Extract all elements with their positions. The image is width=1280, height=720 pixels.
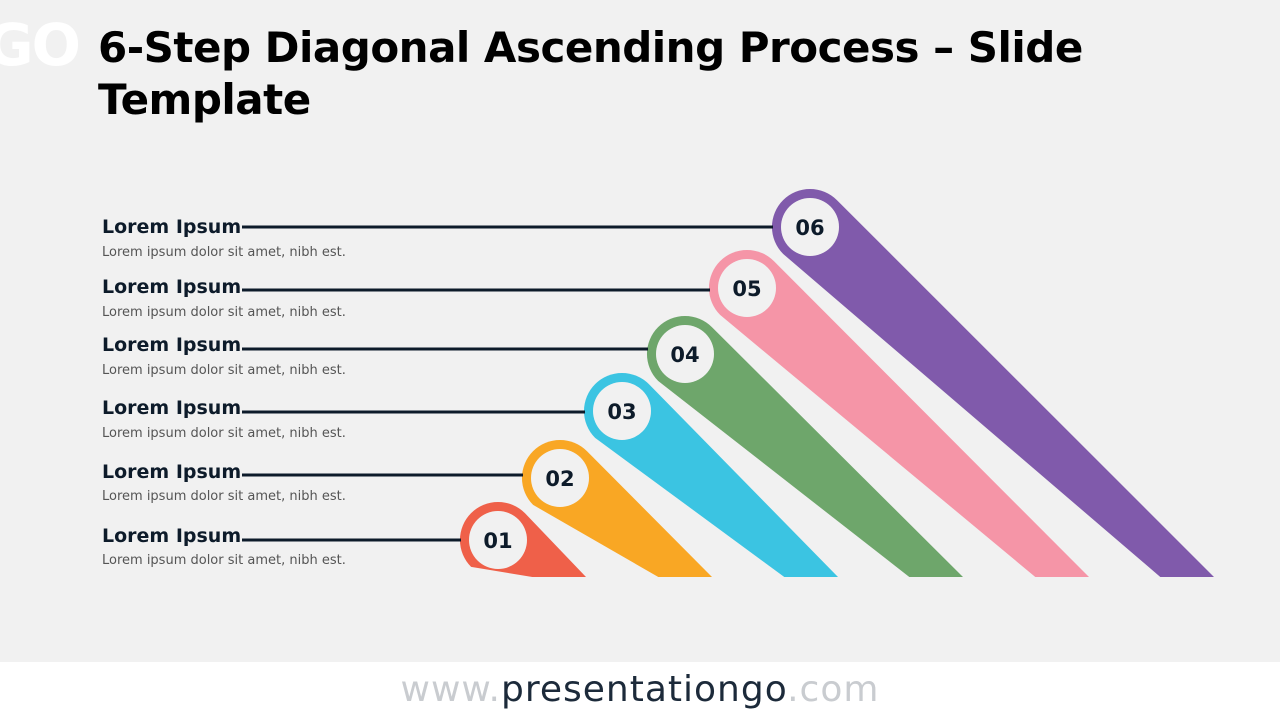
step-number: 01 [483,529,512,553]
step-description: Lorem ipsum dolor sit amet, nibh est. [102,553,346,568]
step-number-circle-06 [781,198,839,256]
footer-www: www. [400,669,501,710]
step-stripe-05 [708,249,1089,577]
step-title: Lorem Ipsum [102,334,242,356]
step-description: Lorem ipsum dolor sit amet, nibh est. [102,245,346,260]
step-number-circle-02 [531,449,589,507]
step-number: 03 [607,400,636,424]
footer: www.presentationgo.com [0,662,1280,720]
step-description: Lorem ipsum dolor sit amet, nibh est. [102,305,346,320]
diagonal-process-diagram: 01 02 03 04 05 06 [242,188,1214,577]
step-number: 04 [670,343,699,367]
step-number-circle-01 [469,511,527,569]
footer-com: .com [787,669,880,710]
step-number-circle-05 [718,259,776,317]
step-number-circle-03 [593,382,651,440]
step-stripe-06 [771,188,1214,577]
step-number: 06 [795,216,824,240]
step-title: Lorem Ipsum [102,525,242,547]
step-stripe-04 [646,315,963,577]
step-description: Lorem ipsum dolor sit amet, nibh est. [102,489,346,504]
step-number: 02 [545,467,574,491]
page-title: 6-Step Diagonal Ascending Process – Slid… [98,23,1083,124]
step-title: Lorem Ipsum [102,216,242,238]
step-title: Lorem Ipsum [102,461,242,483]
step-description: Lorem ipsum dolor sit amet, nibh est. [102,426,346,441]
logo-fragment: GO [0,11,81,79]
step-number-circle-04 [656,325,714,383]
step-number: 05 [732,277,761,301]
step-title: Lorem Ipsum [102,397,242,419]
step-title: Lorem Ipsum [102,276,242,298]
footer-website[interactable]: www.presentationgo.com [401,670,880,710]
footer-brand: presentationgo [501,669,788,710]
step-description: Lorem ipsum dolor sit amet, nibh est. [102,363,346,378]
